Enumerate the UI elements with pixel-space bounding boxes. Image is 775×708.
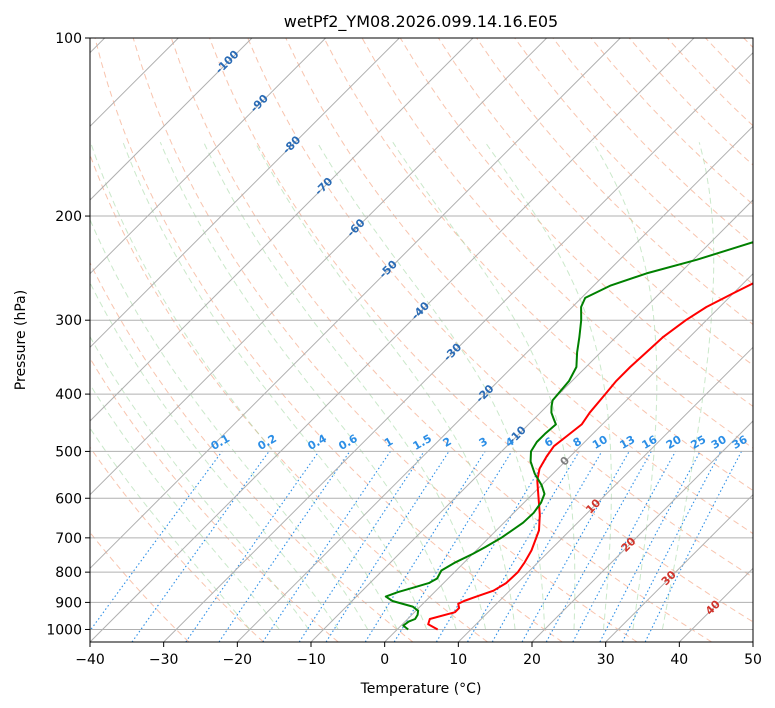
moist-adiabat-line bbox=[90, 218, 369, 630]
moist-adiabat-line bbox=[90, 427, 251, 630]
x-tick-label: −10 bbox=[296, 652, 326, 668]
data-series bbox=[384, 241, 753, 631]
dry-adiabat-line bbox=[90, 357, 339, 642]
moist-adiabat-line bbox=[90, 335, 310, 630]
y-tick-label: 900 bbox=[55, 595, 82, 611]
y-tick-label: 1000 bbox=[46, 623, 82, 639]
moist-adiabat-line bbox=[90, 281, 339, 630]
isotherm-line bbox=[90, 38, 548, 496]
dry-adiabat-line bbox=[94, 38, 563, 642]
y-tick-label: 500 bbox=[55, 444, 82, 460]
moist-adiabat-line bbox=[90, 383, 280, 630]
mixing-ratio-line bbox=[621, 451, 722, 642]
isotherm-line bbox=[90, 38, 327, 275]
dry-adiabat-line bbox=[170, 38, 712, 642]
mixing-ratio-line bbox=[90, 451, 223, 632]
isotherm-line bbox=[457, 346, 753, 642]
dry-adiabat-line bbox=[247, 38, 753, 578]
mixing-ratio-line bbox=[644, 451, 742, 642]
mixing-ratio-line bbox=[218, 451, 351, 642]
moist-adiabat-line bbox=[122, 142, 428, 630]
y-tick-label: 600 bbox=[55, 491, 82, 507]
y-tick-label: 700 bbox=[55, 531, 82, 547]
x-tick-label: 10 bbox=[449, 652, 467, 668]
isotherm-line bbox=[163, 51, 753, 642]
x-tick-label: 30 bbox=[597, 652, 615, 668]
dry-adiabat-line bbox=[209, 38, 753, 623]
plot-frame bbox=[89, 37, 754, 643]
moist-adiabat-line bbox=[159, 142, 457, 630]
moist-adiabat-line bbox=[392, 141, 576, 630]
mixing-ratio-line bbox=[262, 451, 391, 642]
moist-adiabat-line bbox=[484, 141, 612, 630]
x-axis-label: Temperature (°C) bbox=[360, 681, 482, 697]
x-tick-label: −30 bbox=[149, 652, 179, 668]
moist-adiabat-line bbox=[316, 141, 545, 630]
isotherm-line bbox=[90, 38, 253, 201]
temperature-profile-line bbox=[427, 282, 753, 631]
isotherm-line bbox=[236, 125, 753, 642]
moist-adiabat-line bbox=[90, 142, 398, 630]
y-tick-label: 100 bbox=[55, 31, 82, 47]
mixing-ratio-line bbox=[572, 451, 676, 642]
mixing-ratio-line bbox=[185, 451, 320, 642]
x-tick-label: −20 bbox=[223, 652, 253, 668]
chart-title: wetPf2_YM08.2026.099.14.16.E05 bbox=[284, 12, 558, 32]
moist-adiabat-line bbox=[254, 141, 516, 630]
axes: −40 −30 −20 −10 0 10 20 30 40 50 100 200 300 400 500 60… bbox=[46, 31, 762, 668]
isotherm-line bbox=[90, 38, 621, 570]
mixing-ratio-line bbox=[545, 451, 652, 642]
dewpoint-profile-line bbox=[384, 241, 753, 631]
dry-adiabat-line bbox=[323, 38, 753, 492]
x-tick-label: 20 bbox=[523, 652, 541, 668]
isotherm-line bbox=[531, 420, 753, 642]
isotherm-line bbox=[90, 38, 474, 422]
dry-adiabat-line bbox=[90, 446, 264, 642]
background-lines bbox=[90, 38, 753, 642]
dry-adiabat-line bbox=[514, 38, 753, 285]
y-tick-label: 400 bbox=[55, 387, 82, 403]
moist-adiabat-line bbox=[661, 142, 715, 630]
y-tick-label: 800 bbox=[55, 565, 82, 581]
isotherm-line bbox=[90, 38, 695, 642]
isotherm-line bbox=[384, 272, 753, 642]
dry-adiabat-line bbox=[90, 261, 414, 642]
moist-adiabat-line bbox=[592, 141, 658, 630]
dry-adiabat-line bbox=[285, 38, 753, 535]
mixing-ratio-line bbox=[325, 451, 450, 642]
mixing-ratio-line bbox=[298, 451, 425, 642]
y-tick-label: 300 bbox=[55, 313, 82, 329]
mixing-ratio-line bbox=[393, 451, 513, 642]
y-axis-label: Pressure (hPa) bbox=[13, 290, 29, 390]
x-tick-label: 40 bbox=[670, 652, 688, 668]
dry-adiabat-line bbox=[476, 38, 753, 326]
isotherm-line bbox=[90, 38, 400, 349]
isotherm-line bbox=[605, 493, 753, 642]
y-tick-label: 200 bbox=[55, 209, 82, 225]
x-tick-label: −40 bbox=[75, 652, 105, 668]
moist-adiabat-line bbox=[203, 141, 487, 630]
x-tick-label: 50 bbox=[744, 652, 762, 668]
x-tick-label: 0 bbox=[380, 652, 389, 668]
isotherm-line bbox=[310, 199, 753, 642]
mixing-ratio-line bbox=[521, 451, 630, 642]
